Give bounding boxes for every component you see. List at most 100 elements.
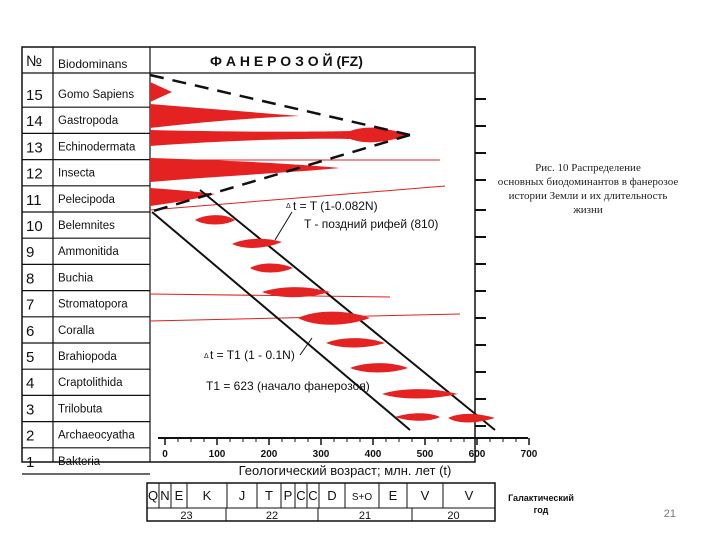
formula-2: T - поздний рифей (810) — [304, 217, 438, 231]
galactic-label-2: год — [534, 505, 549, 515]
x-tick-label: 300 — [313, 449, 330, 460]
formula-annotations: Δ t = T (1-0.082N) T - поздний рифей (81… — [204, 199, 438, 393]
row-name: Pelecipoda — [58, 194, 116, 206]
caption-line-2: основных биодоминантов в фанерозое — [498, 176, 679, 188]
galactic-year: 21 — [359, 510, 371, 522]
formula-3: t = T1 (1 - 0.1N) — [210, 348, 295, 362]
spindle-archaeocyatha-left — [395, 413, 440, 421]
spindle-buchia — [250, 263, 293, 273]
row-number: 7 — [26, 297, 34, 314]
row-number: 8 — [26, 270, 34, 287]
period-label: D — [327, 488, 336, 503]
row-name: Bakteria — [58, 456, 101, 468]
caption-line-4: жизни — [572, 204, 603, 216]
red-guide-lines — [149, 159, 461, 322]
band-spindles — [195, 215, 495, 423]
svg-text:Δ: Δ — [286, 203, 291, 210]
period-label: N — [160, 488, 169, 503]
period-label: E — [175, 488, 184, 503]
diagonal-band — [151, 189, 496, 431]
figure-caption: Рис. 10 Распределение основных биодомина… — [498, 162, 679, 216]
row-name: Buchia — [58, 272, 94, 284]
biodominans-column-header: Biodominans — [58, 57, 127, 71]
galactic-label-1: Галактический — [508, 493, 574, 503]
x-tick-label: 500 — [417, 449, 434, 460]
row-number: 5 — [26, 349, 34, 366]
x-axis-label: Геологический возраст; млн. лет (t) — [239, 463, 452, 478]
row-number: 13 — [26, 139, 43, 156]
row-name: Echinodermata — [58, 141, 136, 153]
row-name: Belemnites — [58, 220, 115, 232]
caption-line-3: истории Земли и их длительность — [509, 190, 668, 202]
formula-4: T1 = 623 (начало фанерозоя) — [206, 379, 370, 393]
period-label: V — [421, 488, 430, 503]
periods-table-frame — [146, 482, 496, 522]
row-name: Craptolithida — [58, 377, 123, 389]
x-tick-label: 100 — [209, 449, 226, 460]
diagram-title: Ф А Н Е Р О З О Й (FZ) — [210, 52, 363, 69]
spindle-gomo-sapiens — [150, 82, 172, 102]
period-label: V — [465, 488, 474, 503]
row-number: 10 — [26, 218, 43, 235]
row-number: 12 — [26, 166, 43, 183]
galactic-year: 22 — [266, 510, 278, 522]
row-number: 9 — [26, 244, 34, 261]
spindle-belemnites — [195, 215, 235, 225]
row-name: Brahiopoda — [58, 351, 117, 363]
period-label: E — [389, 488, 398, 503]
x-tick-label: 200 — [261, 449, 278, 460]
spindle-brahiopoda — [326, 338, 385, 348]
periods-table: Q N E K J T P C C D S+O E V V23 22 21 20 — [146, 482, 496, 522]
row-number: 1 — [26, 454, 34, 471]
row-number: 14 — [26, 113, 43, 130]
period-label: C — [308, 488, 317, 503]
x-tick-label: 600 — [469, 449, 486, 460]
spindle-archaeocyatha-right — [448, 413, 495, 423]
row-number: 2 — [26, 428, 34, 445]
row-number: 6 — [26, 323, 34, 340]
num-column-header: № — [26, 53, 42, 70]
right-edge-ticks — [475, 98, 486, 427]
x-tick-label: 400 — [365, 449, 382, 460]
row-name: Trilobuta — [58, 403, 103, 415]
period-label: Q — [148, 488, 158, 503]
galactic-year: 23 — [180, 510, 192, 522]
row-name: Stromatopora — [58, 299, 128, 311]
spindle-craptolithida — [350, 363, 408, 373]
spindle-trilobuta — [382, 389, 458, 399]
svg-text:Δ: Δ — [204, 353, 209, 360]
galactic-year: 20 — [447, 510, 459, 522]
spindle-coralla — [298, 311, 370, 325]
x-tick-label: 700 — [521, 449, 538, 460]
row-number: 11 — [26, 192, 42, 209]
period-label: J — [239, 488, 246, 503]
spindle-echinodermata — [150, 127, 410, 146]
row-number: 3 — [26, 401, 34, 418]
upper-spindles — [150, 82, 410, 206]
spindle-gastropoda — [150, 104, 300, 128]
page-number: 21 — [663, 508, 676, 520]
spindle-stromatopora — [262, 287, 330, 298]
formula-1: t = T (1-0.082N) — [293, 199, 378, 213]
diagram-frame — [21, 46, 476, 463]
period-label: P — [284, 488, 293, 503]
x-tick-label: 0 — [162, 449, 168, 460]
period-label: T — [265, 488, 273, 503]
period-label: C — [296, 488, 305, 503]
row-name: Gastropoda — [58, 115, 119, 127]
row-number: 4 — [26, 375, 34, 392]
row-number: 15 — [26, 87, 43, 104]
caption-line-1: Рис. 10 Распределение — [535, 162, 641, 174]
row-name: Coralla — [58, 325, 95, 337]
row-name: Gomo Sapiens — [58, 89, 134, 101]
row-name: Archaeocyatha — [58, 430, 135, 442]
spindle-ammonitida — [232, 238, 282, 248]
spindle-insecta — [150, 158, 340, 182]
spindle-pelecipoda — [150, 188, 215, 206]
row-name: Insecta — [58, 168, 96, 180]
period-label: S+O — [352, 492, 373, 503]
period-label: K — [203, 488, 212, 503]
row-name: Ammonitida — [58, 246, 119, 258]
